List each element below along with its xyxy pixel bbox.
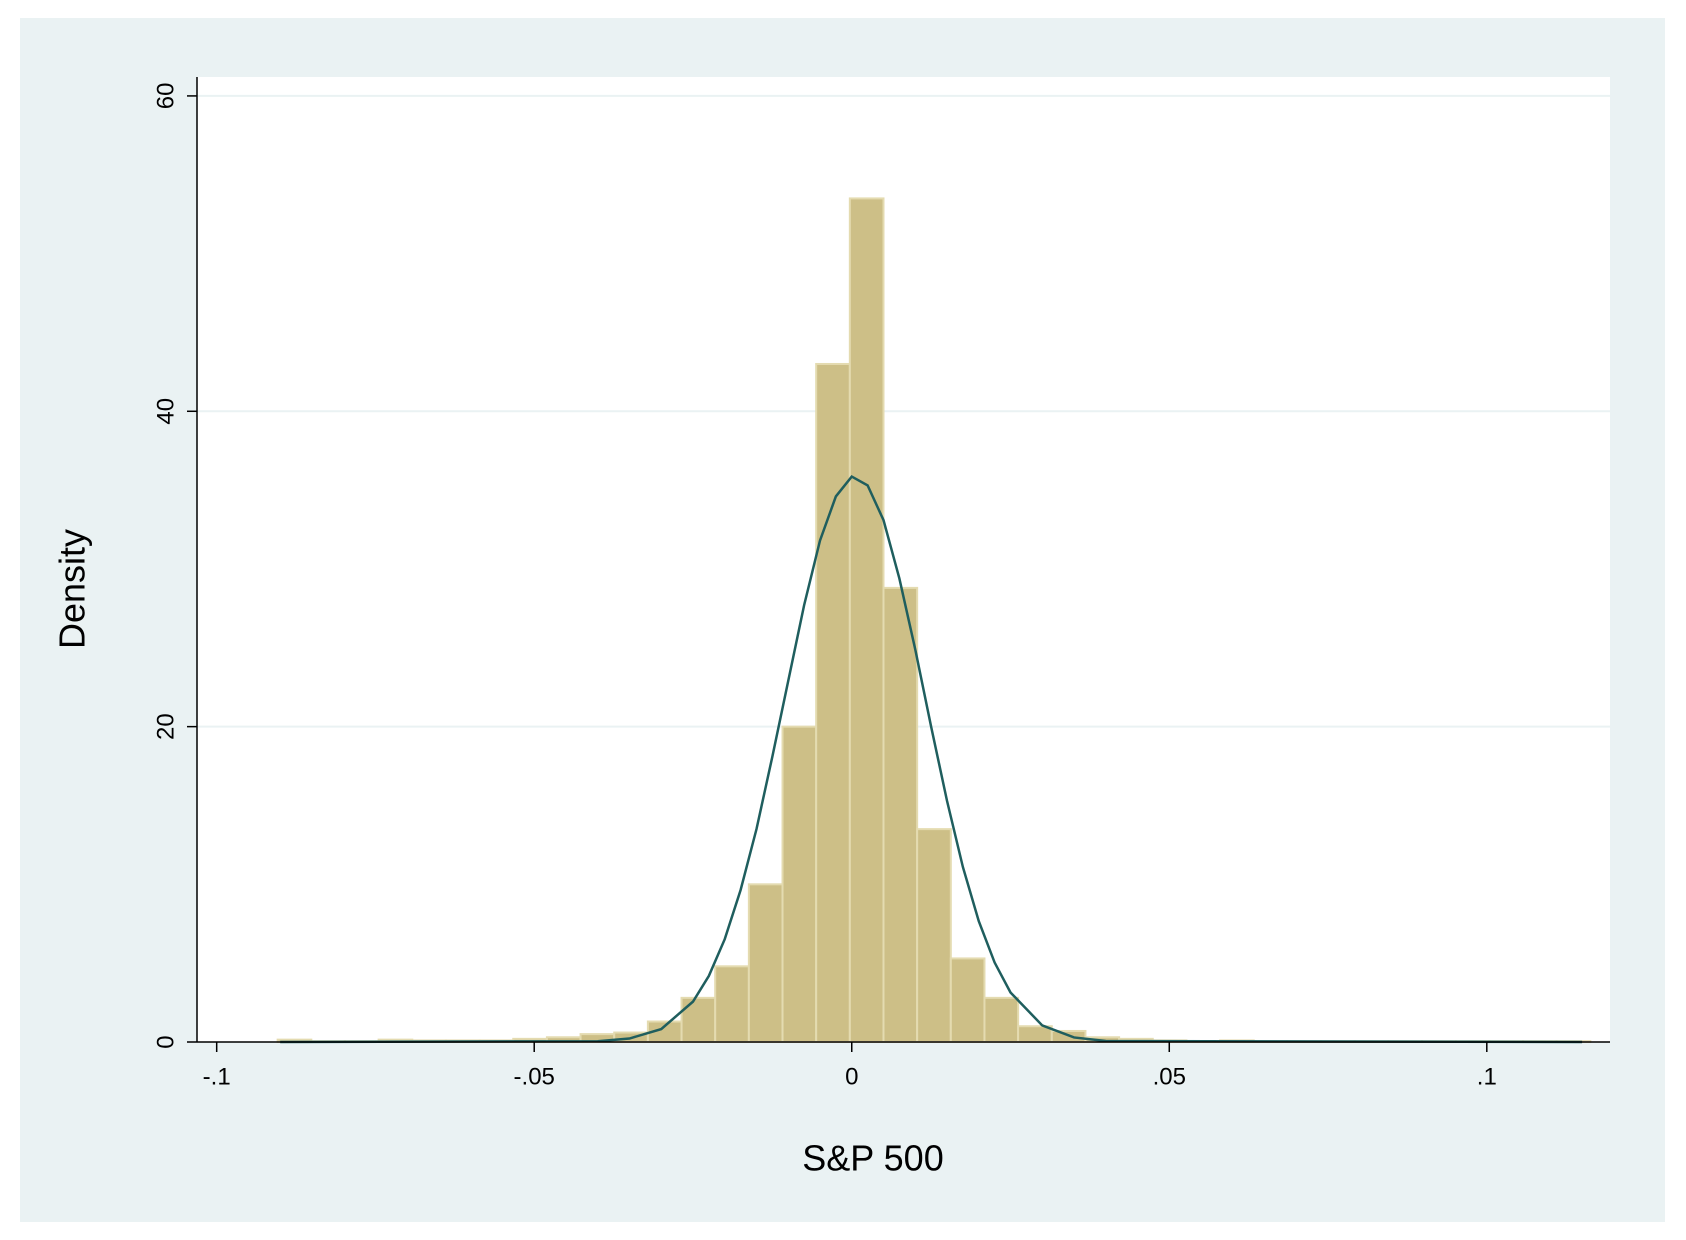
x-tick-label: -.1: [203, 1063, 231, 1090]
y-tick-label: 40: [152, 398, 179, 425]
bar: [882, 586, 919, 1043]
bar: [747, 883, 784, 1043]
x-tick-label: 0: [845, 1063, 858, 1090]
bar: [848, 197, 885, 1043]
y-tick-label: 0: [152, 1035, 179, 1048]
bar: [983, 996, 1020, 1043]
bar: [1017, 1025, 1053, 1044]
normal-curve: [280, 474, 1583, 1044]
x-tick-label: .1: [1477, 1063, 1497, 1090]
y-tick-label: 20: [152, 713, 179, 740]
bar: [916, 828, 952, 1043]
x-tick-label: -.05: [514, 1063, 555, 1090]
x-axis-title: S&P 500: [802, 1138, 943, 1179]
bar: [714, 965, 750, 1043]
y-tick-label: 60: [152, 83, 179, 110]
x-tick-label: .05: [1153, 1063, 1186, 1090]
bar: [949, 957, 986, 1044]
bar: [815, 362, 851, 1043]
y-axis-title: Density: [52, 529, 93, 649]
bar: [781, 725, 818, 1043]
bar: [680, 996, 717, 1043]
